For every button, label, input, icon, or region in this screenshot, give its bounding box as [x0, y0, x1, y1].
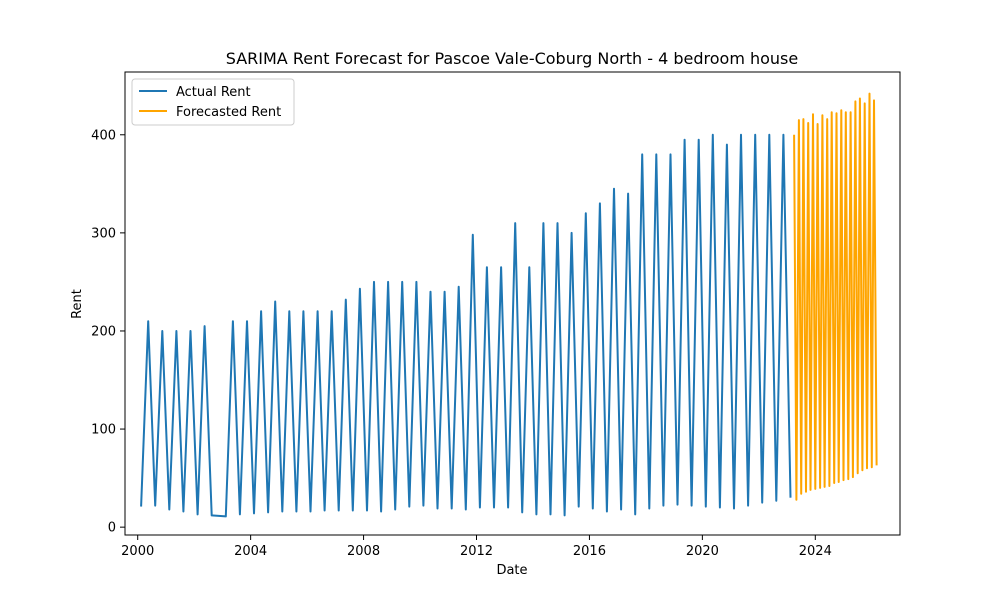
y-tick-label: 400 [91, 128, 116, 143]
chart-title: SARIMA Rent Forecast for Pascoe Vale-Cob… [226, 49, 798, 68]
x-tick-label: 2020 [686, 544, 719, 559]
plot-lines [140, 92, 878, 518]
legend: Actual Rent Forecasted Rent [131, 78, 295, 126]
series-line-actual-rent [140, 133, 792, 518]
legend-box [131, 78, 295, 126]
x-tick-label: 2016 [573, 544, 606, 559]
x-tick-label: 2000 [121, 544, 154, 559]
y-axis: 0 100 200 300 400 [91, 128, 125, 536]
y-tick-label: 0 [108, 521, 116, 536]
x-axis: 2000 2004 2008 2012 2016 2020 2024 [121, 535, 832, 559]
plot-frame [124, 71, 901, 536]
y-tick-label: 300 [91, 226, 116, 241]
y-tick-label: 200 [91, 324, 116, 339]
y-tick-label: 100 [91, 423, 116, 438]
x-tick-label: 2012 [460, 544, 493, 559]
legend-label-actual-rent: Actual Rent [176, 85, 251, 100]
x-axis-label: Date [496, 563, 527, 578]
y-axis-label: Rent [70, 289, 85, 319]
legend-label-forecasted-rent: Forecasted Rent [176, 105, 281, 120]
x-tick-label: 2004 [234, 544, 267, 559]
x-tick-label: 2024 [799, 544, 832, 559]
x-tick-label: 2008 [347, 544, 380, 559]
series-line-forecasted-rent [793, 92, 878, 501]
